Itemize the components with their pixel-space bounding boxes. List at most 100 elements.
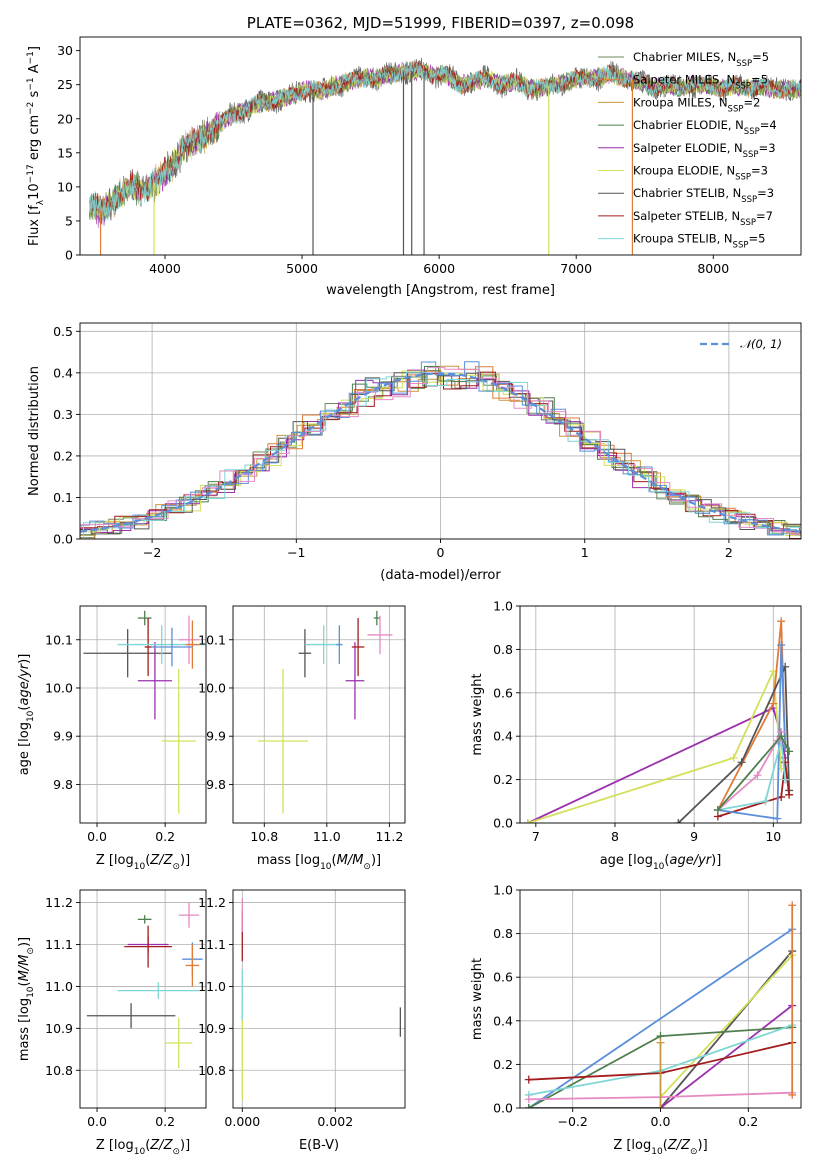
label-part: Z/Z	[149, 1138, 173, 1153]
y-tick-label: 0.5	[53, 324, 73, 339]
weight-line	[527, 667, 783, 823]
label-part: ]	[27, 46, 42, 51]
x-tick-label: −0.2	[558, 1114, 588, 1129]
weight-series	[523, 617, 794, 823]
x-axis-label: mass [log10(M/M⊙)]	[257, 853, 381, 872]
x-tick-label: 6000	[423, 261, 455, 276]
weight-marker	[769, 699, 778, 708]
y-tick-label: 11.1	[45, 937, 73, 952]
label-part: mass [log	[17, 998, 32, 1061]
spectrum-lines	[89, 57, 801, 255]
label-part: (	[17, 981, 32, 986]
label-part: s	[27, 90, 42, 101]
label-part: 10	[27, 183, 42, 200]
weight-marker	[729, 753, 738, 762]
y-tick-label: 10	[57, 179, 73, 194]
weight-marker	[523, 819, 532, 823]
label-part: (	[145, 1138, 150, 1153]
legend-tail: =3	[751, 164, 768, 178]
weight-line	[659, 1004, 793, 1108]
label-part: A	[27, 64, 42, 77]
y-tick-label: 10.8	[45, 1063, 73, 1078]
legend-tail: =2	[743, 95, 760, 109]
y-tick-label: 10.1	[45, 632, 73, 647]
axes-frame	[79, 322, 802, 540]
x-axis-label: age [log10(age/yr)]	[600, 853, 722, 872]
legend-tail: =3	[759, 141, 776, 155]
y-tick-label: 11.2	[198, 895, 226, 910]
axes-4: 10.8 11.0 11.2 9.8 9.9 10.0 10.1 mass [log10(M/…	[198, 605, 406, 872]
legend-text: Salpeter MILES, N	[633, 73, 735, 87]
label-part: 10	[134, 1147, 146, 1157]
legend-text: Kroupa MILES, N	[633, 95, 728, 109]
weight-line	[659, 954, 793, 1098]
legend-sub: SSP	[735, 82, 751, 92]
legend-text: Chabrier ELODIE, N	[633, 118, 744, 132]
y-tick-label: 0.2	[53, 448, 73, 463]
y-tick-label: 11.1	[198, 937, 226, 952]
x-tick-label: 10	[765, 829, 781, 844]
legend-entry: 𝒩(0, 1)	[740, 337, 782, 351]
weight-marker	[773, 814, 782, 823]
weight-marker	[524, 1075, 533, 1084]
y-tick-label: 11.0	[198, 979, 226, 994]
axes-frame	[232, 889, 406, 1109]
legend-sub: SSP	[735, 173, 751, 183]
x-tick-label: 8000	[697, 261, 729, 276]
label-part: 10	[651, 1147, 663, 1157]
axes-8: −0.2 0.0 0.2 0.0 0.2 0.4 0.6 0.8 1.0 Z [log10(Z/Z…	[470, 883, 802, 1157]
y-tick-label: 0.4	[493, 729, 513, 744]
y-axis-label: age [log10(age/yr)]	[17, 654, 36, 776]
x-tick-label: 4000	[149, 261, 181, 276]
x-axis-label: (data-model)/error	[380, 568, 501, 583]
label-part: age [log	[600, 853, 653, 868]
x-tick-label: 0.000	[224, 1114, 260, 1129]
weight-marker	[674, 819, 683, 823]
y-tick-label: 9.9	[206, 729, 226, 744]
weight-marker	[777, 617, 786, 626]
x-tick-label: 1	[581, 545, 589, 560]
x-tick-label: 7	[532, 829, 540, 844]
plot-title: PLATE=0362, MJD=51999, FIBERID=0397, z=0…	[247, 14, 634, 32]
label-part: 10	[134, 862, 146, 872]
legend-sub: SSP	[743, 150, 759, 160]
label-part: λ	[36, 199, 46, 205]
y-tick-label: 0.8	[493, 642, 513, 657]
x-tick-label: 0.0	[87, 829, 107, 844]
axes-frame	[79, 36, 802, 256]
label-part: 10	[653, 862, 665, 872]
y-axis-label: mass weight	[470, 958, 485, 1040]
legend-text: Salpeter STELIB, N	[633, 209, 740, 223]
y-tick-label: 10.8	[198, 1063, 226, 1078]
axes-1: 4000 5000 6000 7000 8000 0 5 10 15 20 25 30 PLATE=03…	[26, 14, 802, 298]
legend-sub: SSP	[728, 104, 744, 114]
weight-marker	[788, 1090, 797, 1099]
weight-marker	[785, 747, 794, 756]
x-tick-label: 0.0	[87, 1114, 107, 1129]
legend-tail: =5	[751, 73, 768, 87]
weight-line	[717, 740, 787, 811]
x-tick-label: 8	[611, 829, 619, 844]
axes-2: −2 −1 0 1 2 0.0 0.1 0.2 0.3 0.4 0.5 (data-model)/er…	[27, 322, 802, 583]
y-tick-label: 5	[65, 213, 73, 228]
axes-6: 0.0 0.210.810.911.011.111.2Z [log10(Z/Z⊙)…	[17, 889, 207, 1157]
y-tick-label: 9.9	[53, 729, 73, 744]
label-part: mass [log	[257, 853, 320, 868]
x-axis-label: wavelength [Angstrom, rest frame]	[326, 283, 555, 298]
y-tick-label: 0.0	[53, 532, 73, 547]
weight-series	[524, 901, 797, 1108]
y-tick-label: 30	[57, 43, 73, 58]
x-tick-label: 10.8	[250, 829, 278, 844]
y-axis-label: mass weight	[470, 673, 485, 755]
y-tick-label: 0.8	[493, 926, 513, 941]
weight-marker	[524, 1104, 533, 1108]
weight-marker	[781, 775, 790, 784]
label-part: )]	[180, 853, 190, 868]
legend-entry: Salpeter ELODIE, NSSP=3	[633, 141, 776, 160]
label-part: age/yr	[17, 662, 32, 705]
legend-text: Chabrier STELIB, N	[633, 186, 741, 200]
y-tick-label: 0.6	[493, 970, 513, 985]
y-tick-label: 9.8	[53, 777, 73, 792]
x-tick-label: 0.2	[155, 1114, 175, 1129]
